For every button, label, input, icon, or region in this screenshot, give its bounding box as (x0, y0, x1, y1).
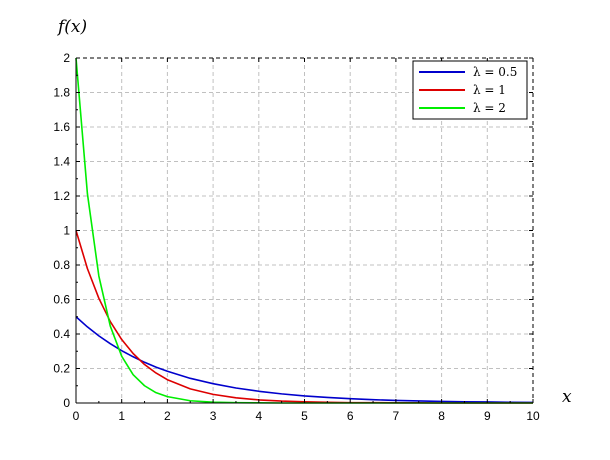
x-tick-label: 6 (347, 409, 354, 423)
x-tick-label: 7 (393, 409, 400, 423)
y-tick-label: 1 (63, 224, 70, 238)
y-tick-label: 2 (63, 51, 70, 65)
x-tick-label: 5 (301, 409, 308, 423)
x-tick-label: 9 (484, 409, 491, 423)
y-tick-label: 0.6 (53, 293, 70, 307)
x-tick-label: 2 (164, 409, 171, 423)
legend-label-2: λ = 1 (473, 83, 506, 97)
x-axis-label: x (562, 387, 572, 407)
ticks: 0 1 2 3 4 5 6 7 8 9 10 0 0.2 0.4 0.6 0.8 1 1.2 1.4 1.6 1.8 2 (53, 51, 540, 423)
legend-label-1: λ = 0.5 (473, 65, 517, 79)
legend-label-3: λ = 2 (473, 101, 506, 115)
legend-box (412, 60, 528, 120)
x-tick-label: 4 (255, 409, 262, 423)
y-tick-label: 0 (63, 396, 70, 410)
y-tick-label: 1.8 (53, 86, 70, 100)
y-tick-label: 1.6 (53, 120, 70, 134)
x-tick-label: 0 (73, 409, 80, 423)
y-tick-label: 1.4 (53, 155, 70, 169)
legend: λ = 0.5 λ = 1 λ = 2 (412, 60, 528, 120)
x-tick-label: 10 (526, 409, 540, 423)
y-tick-label: 0.4 (53, 327, 70, 341)
y-tick-label: 1.2 (53, 189, 70, 203)
x-tick-label: 1 (118, 409, 125, 423)
x-tick-label: 3 (210, 409, 217, 423)
y-tick-label: 0.2 (53, 362, 70, 376)
y-tick-label: 0.8 (53, 258, 70, 272)
x-tick-label: 8 (438, 409, 445, 423)
y-axis-label: f(x) (56, 17, 87, 37)
